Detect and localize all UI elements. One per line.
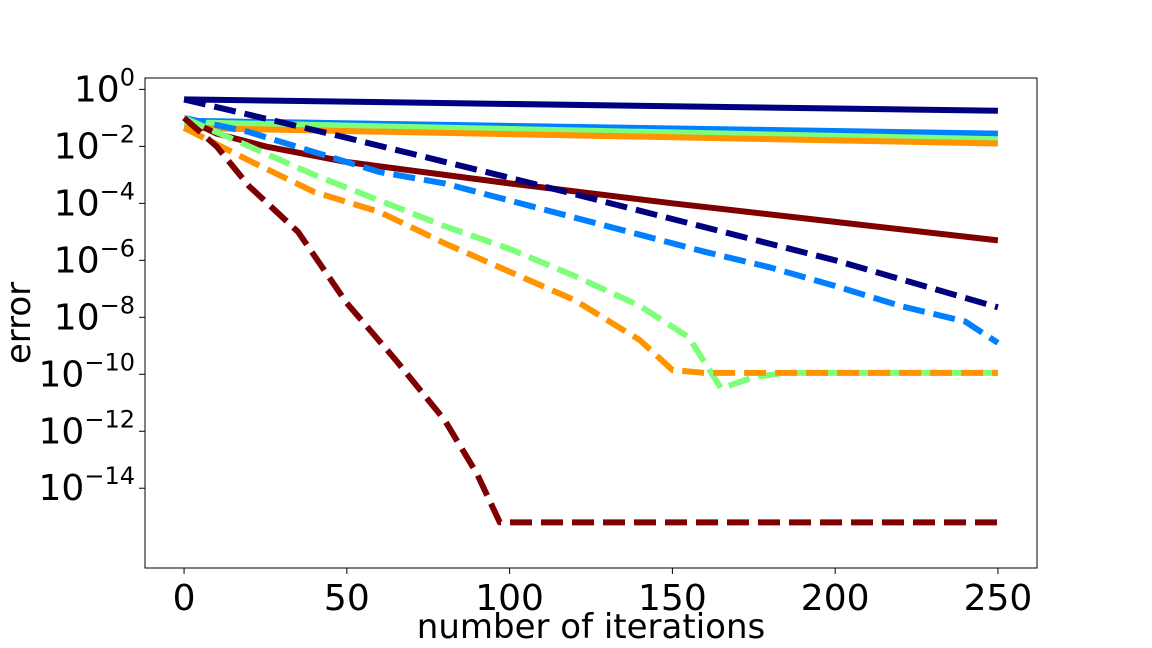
series-orange-dashed bbox=[182, 125, 998, 376]
series-layer bbox=[182, 96, 1000, 526]
series-navy-solid bbox=[184, 96, 998, 114]
y-tick-label: 10−10 bbox=[39, 348, 135, 395]
y-tick-label: 10−4 bbox=[54, 177, 135, 224]
series-green-solid bbox=[184, 119, 998, 143]
x-tick-label: 0 bbox=[173, 578, 196, 619]
y-tick-label: 10−8 bbox=[54, 291, 135, 338]
x-tick-label: 200 bbox=[801, 578, 870, 619]
y-tick-label: 10−2 bbox=[54, 120, 135, 167]
x-axis-label: number of iterations bbox=[417, 607, 765, 647]
plot-area-frame bbox=[144, 77, 1038, 569]
y-tick-label: 10−14 bbox=[39, 462, 135, 509]
y-axis: 100 10−2 10−4 10−6 10−8 10−10 10−12 10−14 bbox=[39, 63, 145, 509]
y-axis-label: error bbox=[0, 282, 39, 364]
series-maroon-dashed bbox=[182, 115, 998, 526]
series-green-dashed bbox=[182, 115, 998, 392]
x-tick-label: 50 bbox=[324, 578, 370, 619]
y-tick-label: 10−6 bbox=[54, 234, 135, 281]
x-tick-label: 250 bbox=[964, 578, 1033, 619]
series-blue-dashed bbox=[183, 114, 1000, 346]
y-tick-label: 10−12 bbox=[39, 405, 135, 452]
series-navy-dashed bbox=[183, 96, 999, 311]
x-axis: 0 50 100 150 200 250 bbox=[173, 568, 1033, 619]
x-tick-label: 100 bbox=[475, 578, 544, 619]
y-tick-label: 100 bbox=[74, 63, 135, 110]
x-tick-label: 150 bbox=[638, 578, 707, 619]
